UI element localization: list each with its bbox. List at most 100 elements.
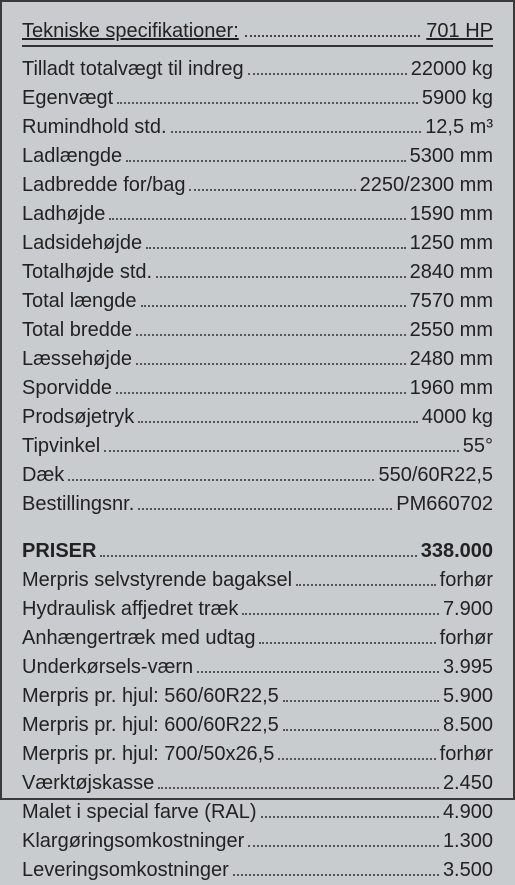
spec-label: Total længde [22, 287, 137, 316]
price-row: Merpris pr. hjul: 560/60R22,5 5.900 [22, 682, 493, 711]
spec-row: Ladhøjde 1590 mm [22, 200, 493, 229]
leader-dots [109, 218, 405, 220]
price-label: Merpris pr. hjul: 700/50x26,5 [22, 740, 274, 769]
spec-value: 1590 mm [410, 200, 493, 229]
price-value: forhør [440, 740, 493, 769]
leader-dots [116, 392, 406, 394]
leader-dots [156, 276, 406, 278]
price-value: 8.500 [443, 711, 493, 740]
spec-value: 22000 kg [411, 55, 493, 84]
spec-row: Tilladt totalvægt til indreg 22000 kg [22, 55, 493, 84]
spec-value: 12,5 m³ [425, 113, 493, 142]
price-row: Hydraulisk affjedret træk 7.900 [22, 595, 493, 624]
price-value: 7.900 [443, 595, 493, 624]
spec-label: Ladsidehøjde [22, 229, 142, 258]
price-label: Værktøjskasse [22, 769, 154, 798]
spec-row: Egenvægt 5900 kg [22, 84, 493, 113]
price-row: Leveringsomkostninger3.500 [22, 856, 493, 885]
price-value: forhør [440, 624, 493, 653]
price-value: 4.900 [443, 798, 493, 827]
price-label: Merpris pr. hjul: 560/60R22,5 [22, 682, 279, 711]
leader-dots [138, 508, 392, 510]
price-label: Merpris selvstyrende bagaksel [22, 566, 292, 595]
section-spacer [22, 519, 493, 537]
spec-label: Egenvægt [22, 84, 113, 113]
leader-dots [126, 160, 406, 162]
leader-dots [296, 584, 436, 586]
spec-row: Læssehøjde 2480 mm [22, 345, 493, 374]
spec-label: Rumindhold std. [22, 113, 167, 142]
leader-dots [146, 247, 406, 249]
leader-dots [158, 787, 439, 789]
leader-dots [141, 305, 406, 307]
spec-label: Total bredde [22, 316, 132, 345]
spec-header-label: Tekniske specifikationer: [22, 20, 239, 43]
spec-row: Ladlængde 5300 mm [22, 142, 493, 171]
price-value: forhør [440, 566, 493, 595]
leader-dots [233, 874, 439, 876]
price-row: Klargøringsomkostninger 1.300 [22, 827, 493, 856]
spec-row: Total længde 7570 mm [22, 287, 493, 316]
price-row: Værktøjskasse2.450 [22, 769, 493, 798]
leader-dots [100, 555, 416, 557]
spec-value: 7570 mm [410, 287, 493, 316]
spec-row: Prodsøjetryk4000 kg [22, 403, 493, 432]
spec-label: Tipvinkel [22, 432, 100, 461]
spec-label: Ladbredde for/bag [22, 171, 185, 200]
price-label: Underkørsels-værn [22, 653, 193, 682]
leader-dots [278, 758, 435, 760]
price-header-value: 338.000 [421, 537, 493, 566]
price-row: Merpris pr. hjul: 600/60R22,5 8.500 [22, 711, 493, 740]
price-label: Malet i special farve (RAL) [22, 798, 257, 827]
leader-dots [171, 131, 422, 133]
spec-value: 5900 kg [422, 84, 493, 113]
spec-label: Ladlængde [22, 142, 122, 171]
spec-value: 2550 mm [410, 316, 493, 345]
spec-value: 5300 mm [410, 142, 493, 171]
price-value: 3.500 [443, 856, 493, 885]
spec-value: 1960 mm [410, 374, 493, 403]
price-row: Merpris selvstyrende bagaksel forhør [22, 566, 493, 595]
spec-value: 2480 mm [410, 345, 493, 374]
spec-value: 1250 mm [410, 229, 493, 258]
spec-label: Bestillingsnr. [22, 490, 134, 519]
spec-label: Totalhøjde std. [22, 258, 152, 287]
leader-dots [248, 73, 407, 75]
price-label: Anhængertræk med udtag [22, 624, 255, 653]
spec-row: Rumindhold std. 12,5 m³ [22, 113, 493, 142]
price-row: Anhængertræk med udtag forhør [22, 624, 493, 653]
leader-dots [136, 334, 406, 336]
spec-label: Læssehøjde [22, 345, 132, 374]
spec-value: 2250/2300 mm [360, 171, 493, 200]
spec-row: Tipvinkel55° [22, 432, 493, 461]
price-header-row: PRISER 338.000 [22, 537, 493, 566]
spec-table: Tilladt totalvægt til indreg22000 kgEgen… [22, 55, 493, 519]
spec-row: Totalhøjde std.2840 mm [22, 258, 493, 287]
leader-dots [138, 421, 418, 423]
spec-row: Ladbredde for/bag 2250/2300 mm [22, 171, 493, 200]
price-value: 1.300 [443, 827, 493, 856]
spec-value: PM660702 [396, 490, 493, 519]
price-row: Merpris pr. hjul: 700/50x26,5 forhør [22, 740, 493, 769]
leader-dots [68, 479, 374, 481]
spec-row: Total bredde 2550 mm [22, 316, 493, 345]
spec-label: Ladhøjde [22, 200, 105, 229]
leader-dots [136, 363, 406, 365]
leader-dots [189, 189, 355, 191]
spec-header: Tekniske specifikationer: 701 HP [22, 20, 493, 47]
price-label: Hydraulisk affjedret træk [22, 595, 238, 624]
leader-dots [259, 642, 435, 644]
spec-label: Sporvidde [22, 374, 112, 403]
price-label: Klargøringsomkostninger [22, 827, 244, 856]
spec-header-value: 701 HP [426, 20, 493, 43]
leader-dots [197, 671, 439, 673]
spec-label: Tilladt totalvægt til indreg [22, 55, 244, 84]
price-label: Merpris pr. hjul: 600/60R22,5 [22, 711, 279, 740]
price-row: Underkørsels-værn 3.995 [22, 653, 493, 682]
price-value: 3.995 [443, 653, 493, 682]
price-table: Merpris selvstyrende bagakselforhørHydra… [22, 566, 493, 885]
spec-row: Sporvidde 1960 mm [22, 374, 493, 403]
price-value: 5.900 [443, 682, 493, 711]
spec-label: Prodsøjetryk [22, 403, 134, 432]
leader-dots [248, 845, 439, 847]
